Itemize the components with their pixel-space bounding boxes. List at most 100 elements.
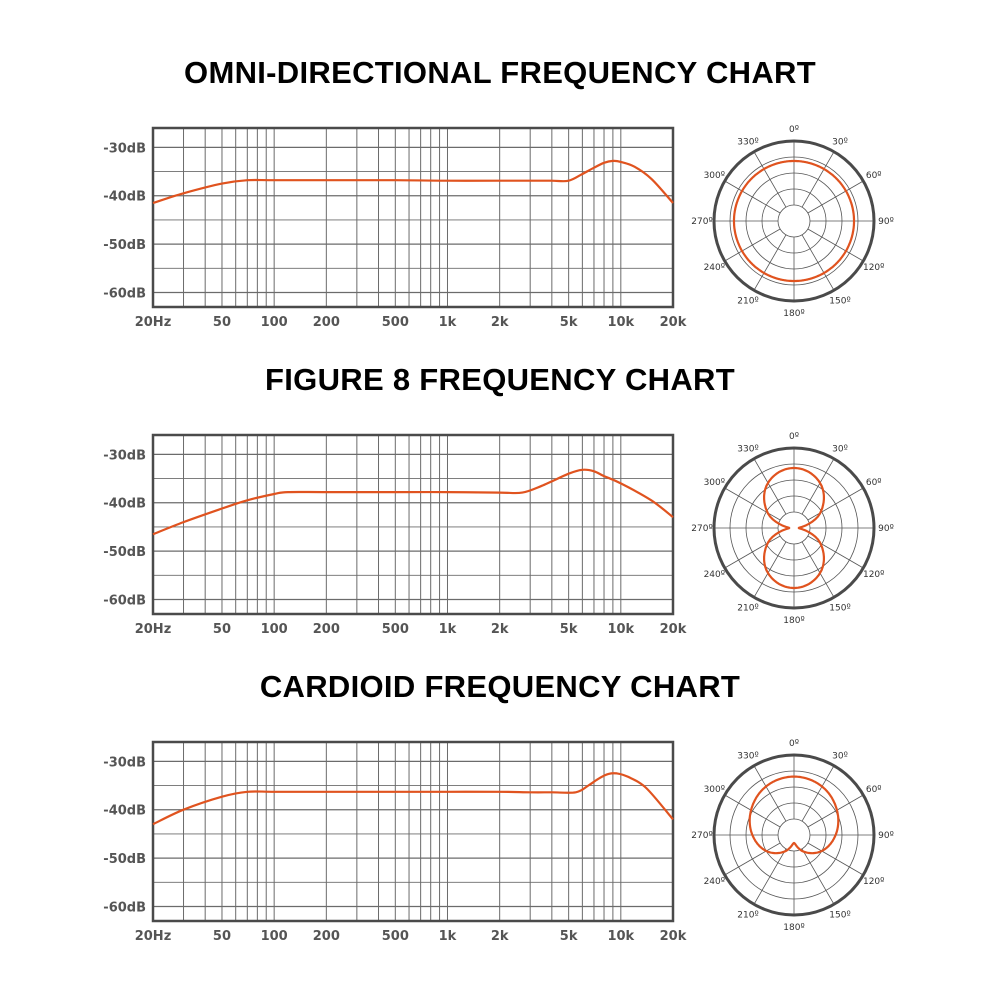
polar-angle-label: 210º [737, 604, 758, 614]
polar-spoke [753, 151, 787, 208]
x-tick-label: 100 [261, 622, 288, 637]
polar-angle-label: 150º [829, 297, 850, 307]
polar-spoke [801, 848, 835, 905]
polar-spoke [801, 151, 835, 208]
x-tick-label: 20Hz [135, 929, 172, 944]
polar-angle-label: 240º [704, 877, 725, 887]
polar-angle-label: 330º [737, 137, 758, 147]
x-tick-label: 10k [607, 929, 634, 944]
polar-spoke [801, 234, 835, 291]
polar-angle-label: 270º [691, 831, 712, 841]
horizontal-gridlines [153, 453, 673, 601]
polar-angle-label: 330º [737, 444, 758, 454]
x-tick-label: 5k [560, 622, 578, 637]
polar-spoke [753, 458, 787, 515]
polar-spoke [724, 842, 781, 876]
x-tick-label: 1k [439, 929, 457, 944]
x-tick-label: 50 [213, 929, 231, 944]
y-tick-label: -40dB [103, 804, 146, 819]
polar-spoke [724, 180, 781, 214]
polar-response-curve [748, 775, 840, 855]
y-tick-label: -60dB [103, 286, 146, 301]
polar-angle-label: 180º [783, 616, 804, 626]
x-tick-label: 500 [382, 622, 409, 637]
polar-angle-label: 60º [866, 171, 882, 181]
cardioid-section: CARDIOID FREQUENCY CHART 20Hz 50 100 200 500… [0, 669, 1000, 969]
y-tick-label: -50dB [103, 238, 146, 253]
polar-angle-label: 270º [691, 217, 712, 227]
vertical-gridlines [183, 435, 622, 614]
figure8-charts: 20Hz 50 100 200 500 1k 2k 5k 10k 20k -30dB -40dB -50… [103, 432, 894, 637]
response-curve [152, 159, 674, 205]
x-tick-label: 500 [382, 929, 409, 944]
polar-angle-label: 60º [866, 478, 882, 488]
x-tick-label: 200 [313, 622, 340, 637]
x-tick-label: 1k [439, 622, 457, 637]
y-tick-label: -50dB [103, 852, 146, 867]
polar-outer-ring [712, 753, 876, 917]
polar-response-curve [732, 159, 856, 283]
y-tick-label: -50dB [103, 545, 146, 560]
polar-spoke [807, 228, 864, 262]
x-tick-label: 2k [491, 622, 509, 637]
plot-frame [151, 740, 675, 923]
polar-outer-ring [712, 139, 876, 303]
polar-angle-label: 300º [704, 171, 725, 181]
polar-ring [777, 204, 811, 238]
polar-angle-label: 0º [789, 125, 799, 135]
polar-angle-label: 330º [737, 751, 758, 761]
polar-angle-label: 90º [878, 217, 894, 227]
polar-spoke [753, 848, 787, 905]
polar-spoke [724, 228, 781, 262]
figure8-section: FIGURE 8 FREQUENCY CHART 20Hz 50 100 200 500… [0, 362, 1000, 662]
x-tick-label: 200 [313, 315, 340, 330]
polar-spoke [724, 794, 781, 828]
polar-spoke [753, 234, 787, 291]
polar-angle-label: 120º [863, 877, 884, 887]
x-tick-label: 200 [313, 929, 340, 944]
polar-spoke [801, 765, 835, 822]
polar-angle-label: 30º [832, 137, 848, 147]
polar-angle-label: 90º [878, 524, 894, 534]
polar-spoke [753, 541, 787, 598]
polar-angle-label: 180º [783, 923, 804, 933]
polar-angle-label: 270º [691, 524, 712, 534]
polar-spoke [724, 487, 781, 521]
x-tick-label: 20k [660, 929, 687, 944]
polar-angle-label: 150º [829, 911, 850, 921]
x-tick-label: 2k [491, 315, 509, 330]
x-tick-label: 20k [660, 622, 687, 637]
x-tick-label: 10k [607, 622, 634, 637]
polar-angle-label: 120º [863, 570, 884, 580]
vertical-gridlines [183, 742, 622, 921]
chart-title: CARDIOID FREQUENCY CHART [259, 669, 741, 704]
y-tick-label: -30dB [103, 448, 146, 463]
polar-angle-label: 120º [863, 263, 884, 273]
polar-angle-label: 0º [789, 432, 799, 442]
chart-title: OMNI-DIRECTIONAL FREQUENCY CHART [184, 55, 816, 90]
polar-spoke [801, 541, 835, 598]
polar-pattern: 0º 30º 60º 90º 120º 150º 180º 210º 240º 270º 300º 3… [691, 739, 894, 933]
polar-spoke [753, 765, 787, 822]
polar-spoke [807, 842, 864, 876]
x-tick-label: 500 [382, 315, 409, 330]
x-tick-label: 20Hz [135, 315, 172, 330]
y-tick-label: -40dB [103, 497, 146, 512]
x-tick-label: 10k [607, 315, 634, 330]
x-tick-label: 50 [213, 622, 231, 637]
x-tick-label: 5k [560, 315, 578, 330]
polar-spoke [807, 535, 864, 569]
response-curve [152, 468, 674, 536]
polar-angle-label: 180º [783, 309, 804, 319]
polar-angle-label: 90º [878, 831, 894, 841]
vertical-gridlines [183, 128, 622, 307]
x-tick-label: 100 [261, 315, 288, 330]
polar-spoke [807, 180, 864, 214]
y-tick-label: -60dB [103, 900, 146, 915]
horizontal-gridlines [153, 146, 673, 294]
polar-spoke [807, 794, 864, 828]
plot-frame [151, 126, 675, 309]
x-tick-label: 1k [439, 315, 457, 330]
y-tick-label: -40dB [103, 190, 146, 205]
polar-angle-label: 300º [704, 785, 725, 795]
